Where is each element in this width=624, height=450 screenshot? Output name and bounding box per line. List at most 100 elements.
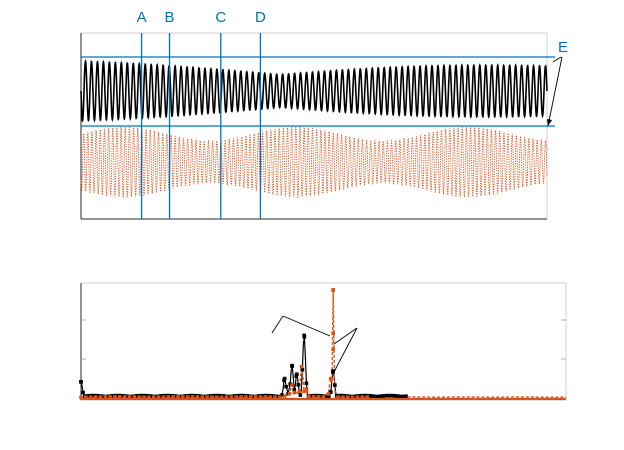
orange-spectrum-point (292, 390, 297, 395)
black-spectrum-point (276, 394, 280, 399)
black-spectrum-point (129, 394, 134, 399)
black-spectrum-point (383, 393, 388, 398)
orange-spectrum-line (80, 289, 567, 399)
black-spectrum-point (140, 393, 144, 398)
black-spectrum-point (101, 394, 106, 399)
black-spectrum-point (318, 394, 323, 398)
orange-spectrum-point (195, 395, 200, 399)
spectrum-points (79, 288, 408, 400)
orange-signal-line (80, 126, 548, 199)
black-spectrum-point (251, 394, 256, 399)
orange-spectrum-point (302, 389, 306, 394)
black-spectrum-point (400, 394, 404, 399)
orange-peak-marker (290, 383, 294, 387)
black-spectrum-point (227, 394, 232, 399)
black-spectrum-point (324, 394, 329, 399)
orange-spectrum-point (350, 395, 355, 400)
orange-spectrum-point (345, 395, 350, 400)
black-spectrum-point (119, 393, 124, 398)
black-spectrum-point (404, 394, 408, 398)
orange-peak-marker (304, 387, 309, 392)
orange-spectrum-point (113, 395, 117, 399)
orange-spectrum-point (263, 395, 268, 399)
orange-spectrum-point (355, 395, 360, 400)
orange-spectrum-point (103, 395, 108, 399)
black-spectrum-point (396, 394, 400, 398)
black-spectrum-point (353, 394, 357, 399)
orange-spectrum-point (224, 395, 229, 399)
orange-spectrum-point (234, 395, 238, 399)
black-spectrum-point (375, 394, 380, 399)
black-spectrum-point (188, 393, 193, 398)
orange-spectrum-point (127, 395, 132, 399)
orange-spectrum-point (210, 395, 214, 400)
orange-spectrum-point (360, 395, 365, 399)
black-spectrum-point (373, 394, 378, 399)
black-spectrum-point (105, 394, 110, 399)
marker-label-d: D (255, 9, 266, 26)
black-spectrum-point (255, 394, 260, 398)
black-spectrum-point (217, 393, 221, 398)
orange-spectrum-point (239, 395, 243, 399)
time-panel: A B C D E (80, 9, 568, 220)
spectrum-panel-frame (80, 282, 567, 401)
black-signal-line (80, 58, 548, 123)
orange-spectrum-point (161, 395, 166, 399)
black-spectrum-point (326, 394, 331, 399)
black-spectrum-point (339, 393, 343, 398)
annotation-arrow-4 (333, 327, 358, 373)
marker-label-c: C (215, 9, 226, 26)
black-spectrum-point (298, 393, 303, 397)
black-spectrum-line (80, 336, 407, 398)
black-spectrum-point (387, 393, 392, 398)
black-spectrum-point (294, 374, 299, 378)
black-spectrum-point (333, 383, 337, 387)
orange-spectrum-point (79, 395, 83, 400)
orange-spectrum-point (365, 395, 369, 399)
orange-spectrum-point (185, 395, 190, 399)
orange-spectrum-point (151, 395, 156, 400)
annotation-arrow-1 (271, 315, 284, 334)
orange-spectrum-point (108, 395, 112, 399)
black-spectrum-point (377, 394, 382, 399)
black-spectrum-point (231, 394, 236, 398)
black-spectrum-point (164, 393, 169, 398)
black-spectrum-point (203, 394, 207, 399)
black-spectrum-point (241, 393, 246, 398)
orange-spectrum-point (93, 395, 98, 399)
black-spectrum-point (379, 394, 384, 398)
envelope-arrow-upper (552, 56, 562, 63)
orange-spectrum-point (312, 395, 316, 399)
orange-spectrum-point (166, 395, 171, 399)
envelope-label-e: E (558, 39, 568, 56)
orange-spectrum-point (268, 395, 272, 399)
orange-spectrum-point (278, 395, 282, 400)
black-spectrum-point (367, 393, 372, 398)
black-spectrum-point (389, 393, 394, 398)
annotation-arrow-2 (282, 315, 331, 337)
black-spectrum-point (91, 393, 95, 398)
orange-spectrum-point (205, 395, 209, 399)
orange-spectrum-point (273, 395, 277, 399)
black-spectrum-point (292, 387, 297, 392)
orange-spectrum-point (98, 395, 103, 399)
orange-spectrum-point (176, 395, 180, 399)
orange-spectrum-point (258, 395, 263, 399)
black-spectrum-point (280, 393, 284, 397)
orange-spectrum-point (229, 395, 234, 399)
orange-peak-marker (299, 364, 304, 369)
black-spectrum-point (282, 378, 286, 383)
black-peak-marker (282, 376, 287, 381)
black-peak-marker (302, 333, 306, 338)
orange-spectrum-point (147, 395, 151, 400)
orange-peak-marker (331, 288, 335, 292)
black-spectrum-point (81, 390, 85, 395)
orange-spectrum-point (244, 395, 248, 399)
orange-spectrum-point (181, 395, 185, 399)
orange-spectrum-point (316, 395, 321, 399)
envelope-arrow-lower (547, 56, 563, 127)
orange-spectrum-point (84, 395, 88, 400)
black-peak-marker (290, 363, 294, 368)
spectrum-panel (79, 282, 567, 401)
orange-peak-marker (331, 347, 335, 352)
